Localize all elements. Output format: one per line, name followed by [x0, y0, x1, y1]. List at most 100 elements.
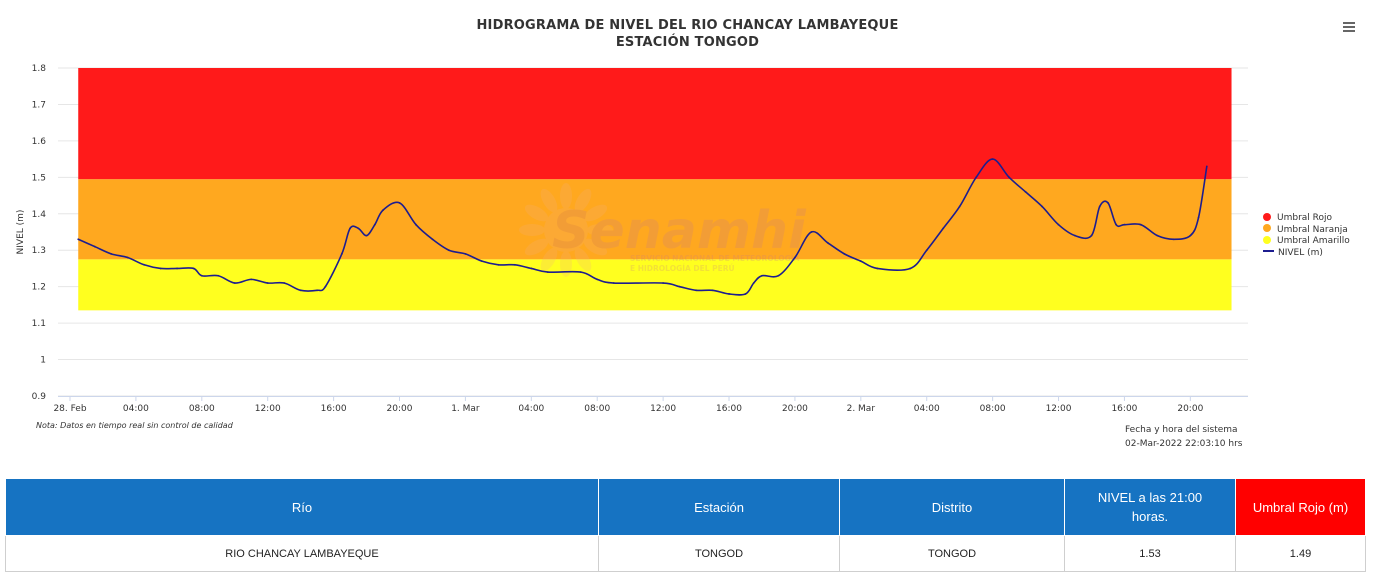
data-point	[382, 209, 384, 212]
data-point	[192, 267, 195, 270]
data-point	[777, 274, 780, 277]
data-point	[612, 282, 615, 284]
legend-label: Umbral Naranja	[1277, 224, 1348, 235]
data-point	[266, 282, 269, 284]
watermark-brand: Senamhi	[552, 201, 807, 261]
chart-title: HIDROGRAMA DE NIVEL DEL RIO CHANCAY LAMB…	[476, 18, 899, 33]
data-point	[448, 249, 450, 252]
legend-item-nivel[interactable]: NIVEL (m)	[1263, 248, 1350, 260]
data-point	[126, 256, 129, 259]
data-point	[299, 289, 302, 292]
data-point	[431, 238, 434, 241]
data-point	[1008, 176, 1011, 179]
data-point	[711, 289, 714, 292]
legend-marker	[1263, 235, 1271, 244]
data-point	[1115, 223, 1118, 226]
data-point	[1197, 216, 1200, 219]
data-point	[1098, 205, 1101, 208]
x-tick-label: 04:00	[518, 404, 544, 414]
cell-umbral-rojo: 1.49	[1235, 535, 1366, 572]
data-point	[110, 252, 113, 255]
sun-ray	[587, 224, 613, 236]
legend-marker	[1263, 250, 1274, 252]
data-point	[596, 278, 599, 281]
x-tick-label: 16:00	[321, 404, 347, 414]
data-point	[176, 267, 178, 270]
data-point	[93, 245, 96, 248]
data-point	[415, 223, 417, 226]
x-tick-label: 16:00	[716, 404, 742, 414]
data-point	[357, 227, 360, 230]
data-point	[975, 176, 978, 179]
sun-ray	[583, 204, 608, 222]
data-point	[1107, 201, 1109, 204]
legend-item-umbral-naranja[interactable]: Umbral Naranja	[1263, 224, 1350, 237]
y-axis-title: NIVEL (m)	[16, 210, 26, 255]
x-tick-label: 08:00	[980, 404, 1006, 414]
data-point	[349, 227, 351, 230]
sun-disc	[544, 208, 588, 252]
cell-distrito: TONGOD	[839, 535, 1065, 572]
data-point	[678, 285, 681, 288]
data-point	[579, 271, 582, 273]
data-point	[1123, 223, 1126, 226]
data-point	[324, 285, 327, 288]
sun-ray	[560, 183, 572, 209]
sun-ray	[574, 247, 592, 272]
data-point	[316, 289, 319, 292]
legend-marker	[1263, 224, 1271, 232]
threshold-band	[78, 179, 1232, 260]
y-tick-label: 1	[40, 356, 46, 366]
table-header-row: Río Estación Distrito NIVEL a las 21:00 …	[5, 478, 1366, 536]
data-point	[1140, 223, 1142, 226]
legend-label: Umbral Amarillo	[1277, 236, 1350, 246]
data-point	[843, 252, 846, 255]
sun-ray	[540, 188, 558, 213]
data-point	[958, 205, 961, 208]
x-tick-label: 16:00	[1111, 404, 1137, 414]
sun-ray	[524, 204, 549, 222]
legend-marker	[1263, 212, 1271, 221]
quality-note: Nota: Datos en tiempo real sin control d…	[36, 421, 233, 430]
legend-item-umbral-amarillo[interactable]: Umbral Amarillo	[1263, 235, 1350, 248]
data-point	[1090, 234, 1093, 237]
chart-container: Senamhi SERVICIO NACIONAL DE METEOROLOGÍA…	[16, 18, 1358, 449]
data-point	[695, 289, 697, 292]
y-tick-label: 1.2	[32, 283, 46, 293]
data-point	[365, 234, 368, 237]
cell-nivel: 1.53	[1064, 535, 1236, 572]
data-point	[728, 293, 730, 295]
hamburger-menu-icon[interactable]	[1340, 20, 1358, 36]
chart-legend: Umbral Rojo Umbral Naranja Umbral Amaril…	[1263, 212, 1350, 260]
data-point	[991, 158, 994, 161]
data-point	[859, 260, 862, 263]
header-distrito: Distrito	[839, 478, 1065, 536]
data-point	[925, 249, 928, 252]
y-tick-label: 1.5	[32, 173, 46, 183]
x-tick-label: 08:00	[189, 404, 215, 414]
data-point	[77, 238, 80, 241]
y-tick-label: 1.7	[32, 100, 46, 110]
data-point	[1057, 223, 1060, 226]
x-tick-label: 04:00	[914, 404, 940, 414]
data-point	[942, 227, 945, 230]
data-point	[159, 267, 162, 270]
data-point	[810, 231, 813, 233]
station-info-table: Río Estación Distrito NIVEL a las 21:00 …	[5, 478, 1366, 572]
data-point	[340, 252, 343, 255]
data-point	[1041, 205, 1043, 208]
watermark-line2: E HIDROLOGÍA DEL PERÚ	[630, 264, 735, 273]
x-tick-label: 12:00	[255, 404, 281, 414]
sun-ray	[524, 238, 549, 256]
data-point	[200, 274, 203, 277]
legend-item-umbral-rojo[interactable]: Umbral Rojo	[1263, 212, 1350, 225]
legend-label: Umbral Rojo	[1277, 213, 1333, 223]
y-tick-label: 1.3	[32, 246, 46, 256]
sun-ray	[574, 188, 592, 213]
x-tick-label: 1. Mar	[451, 404, 480, 414]
x-tick-label: 12:00	[1046, 404, 1072, 414]
data-point	[744, 293, 747, 295]
data-point	[1074, 234, 1076, 237]
